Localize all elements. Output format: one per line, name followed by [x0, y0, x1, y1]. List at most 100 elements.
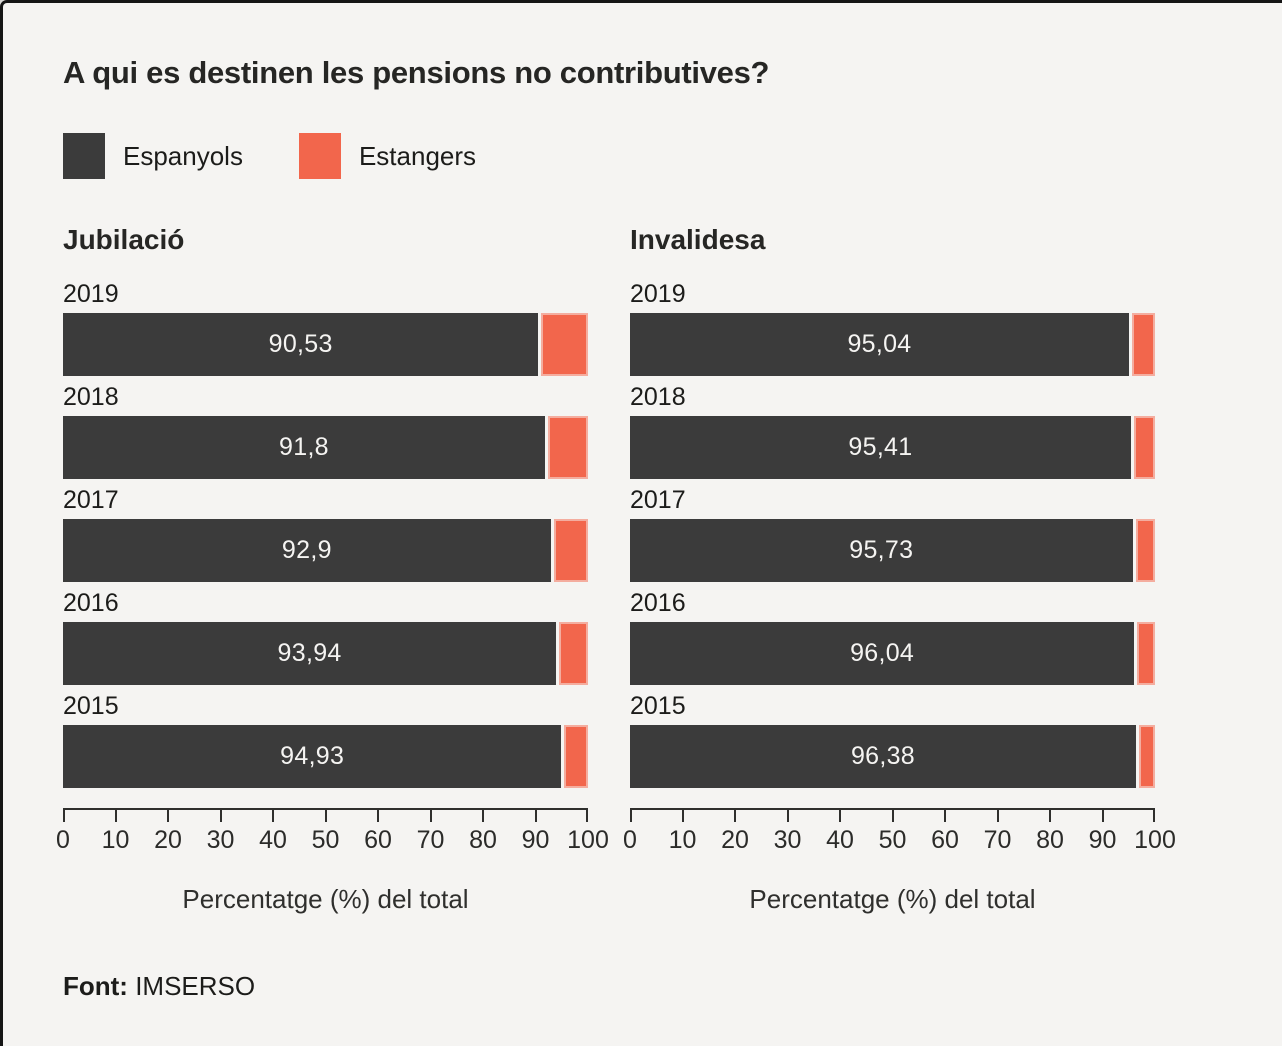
bar-row: 94,93: [63, 724, 588, 788]
chart-title: Invalidesa: [630, 224, 766, 255]
bar-row: 93,94: [63, 621, 588, 685]
legend: Espanyols Estangers: [63, 133, 1282, 179]
axis-tick: [944, 809, 946, 822]
bar-row: 96,04: [630, 621, 1155, 685]
axis-tick-label: 0: [56, 825, 70, 854]
bar-value-label: 96,04: [850, 638, 915, 667]
bar-segment-estangers: [1133, 415, 1155, 479]
bar-row: 95,04: [630, 312, 1155, 376]
axis-tick-label: 80: [1036, 825, 1064, 854]
legend-swatch-estangers: [298, 133, 341, 179]
axis-tick-label: 40: [259, 825, 287, 854]
axis-tick: [734, 809, 736, 822]
bar-value-label: 95,73: [849, 535, 914, 564]
axis-tick-label: 30: [206, 825, 235, 854]
bar-value-label: 95,04: [847, 329, 912, 358]
axis-tick: [891, 809, 894, 822]
bar-value-label: 95,41: [848, 432, 913, 461]
axis-tick: [586, 809, 588, 822]
bar-row: 95,73: [630, 518, 1155, 582]
axis-tick-labels: 0 10 20 30 40 50 60 70 80 90 100: [56, 825, 609, 858]
bar-segment-espanyols: 92,9: [63, 518, 551, 582]
bar-segment-estangers: [1138, 724, 1155, 788]
x-axis: [63, 807, 588, 824]
axis-tick-label: 100: [567, 825, 609, 854]
axis-tick: [429, 809, 432, 822]
charts-grid: Jubilació 2019 90,53 2018 91,8 2017 92,9 2016 93…: [56, 223, 1282, 915]
axis-tick-label: 30: [773, 825, 802, 854]
axis-tick: [272, 809, 274, 822]
page-title: A qui es destinen les pensions no contri…: [63, 55, 770, 90]
bar-segment-espanyols: 96,04: [630, 621, 1135, 685]
axis-tick-label: 60: [364, 825, 392, 854]
axis-tick: [630, 809, 632, 822]
source-label: Font:: [63, 970, 128, 1001]
bar-year-label: 2015: [63, 691, 119, 720]
bar-value-label: 94,93: [280, 741, 345, 770]
axis-tick-label: 80: [469, 825, 497, 854]
chart-column-invalidesa: Invalidesa 2019 95,04 2018 95,41 2017 95,73 201…: [623, 223, 1176, 915]
axis-tick-label: 90: [1088, 825, 1117, 854]
bar-value-label: 93,94: [277, 638, 342, 667]
axis-tick-label: 50: [878, 825, 907, 854]
axis-tick-label: 20: [721, 825, 749, 854]
axis-tick-label: 10: [101, 825, 130, 854]
bar-year-label: 2017: [63, 485, 119, 514]
bar-segment-espanyols: 95,04: [630, 312, 1129, 376]
bar-segment-estangers: [1135, 518, 1155, 582]
bar-year-label: 2018: [63, 382, 119, 411]
legend-swatch-espanyols: [63, 133, 105, 179]
source-value: IMSERSO: [135, 970, 256, 1001]
bar-row: 96,38: [630, 724, 1155, 788]
bar-value-label: 90,53: [268, 329, 333, 358]
legend-label: Estangers: [358, 140, 477, 171]
axis-tick: [167, 809, 169, 822]
axis-tick-label: 70: [416, 825, 445, 854]
axis-tick: [377, 809, 379, 822]
bar-year-label: 2017: [630, 485, 686, 514]
axis-tick-label: 20: [154, 825, 182, 854]
chart-title: Jubilació: [63, 224, 185, 255]
bar-segment-estangers: [541, 312, 588, 376]
bar-row: 90,53: [63, 312, 588, 376]
bar-segment-estangers: [559, 621, 588, 685]
bar-year-label: 2018: [630, 382, 686, 411]
bar-segment-espanyols: 90,53: [63, 312, 539, 376]
bar-year-label: 2016: [63, 588, 119, 617]
axis-tick: [114, 809, 117, 822]
bar-segment-estangers: [1131, 312, 1155, 376]
x-axis: [630, 807, 1155, 824]
bar-segment-espanyols: 95,73: [630, 518, 1133, 582]
axis-tick: [1153, 809, 1155, 822]
axis-tick-label: 90: [521, 825, 550, 854]
axis-tick: [786, 809, 789, 822]
bar-segment-espanyols: 94,93: [63, 724, 562, 788]
axis-tick: [324, 809, 327, 822]
axis-tick: [534, 809, 537, 822]
bar-segment-espanyols: 91,8: [63, 415, 545, 479]
axis-tick: [219, 809, 222, 822]
bar-row: 95,41: [630, 415, 1155, 479]
axis-tick: [681, 809, 684, 822]
axis-tick: [1101, 809, 1104, 822]
axis-tick: [63, 809, 65, 822]
axis-tick-label: 0: [623, 825, 637, 854]
bar-year-label: 2015: [630, 691, 686, 720]
axis-tick: [839, 809, 841, 822]
axis-caption: Percentatge (%) del total: [749, 883, 1036, 914]
axis-tick-labels: 0 10 20 30 40 50 60 70 80 90 100: [623, 825, 1176, 858]
axis-tick-label: 40: [826, 825, 854, 854]
axis-tick: [482, 809, 484, 822]
chart-column-jubilacio: Jubilació 2019 90,53 2018 91,8 2017 92,9 2016 93…: [56, 223, 609, 915]
bar-year-label: 2019: [63, 279, 119, 308]
axis-tick-label: 50: [311, 825, 340, 854]
bar-row: 92,9: [63, 518, 588, 582]
axis-tick-label: 100: [1134, 825, 1176, 854]
bar-year-label: 2019: [630, 279, 686, 308]
legend-label: Espanyols: [123, 140, 243, 171]
axis-tick: [1049, 809, 1051, 822]
axis-caption: Percentatge (%) del total: [182, 883, 469, 914]
axis-tick-label: 70: [983, 825, 1012, 854]
axis-tick: [996, 809, 999, 822]
